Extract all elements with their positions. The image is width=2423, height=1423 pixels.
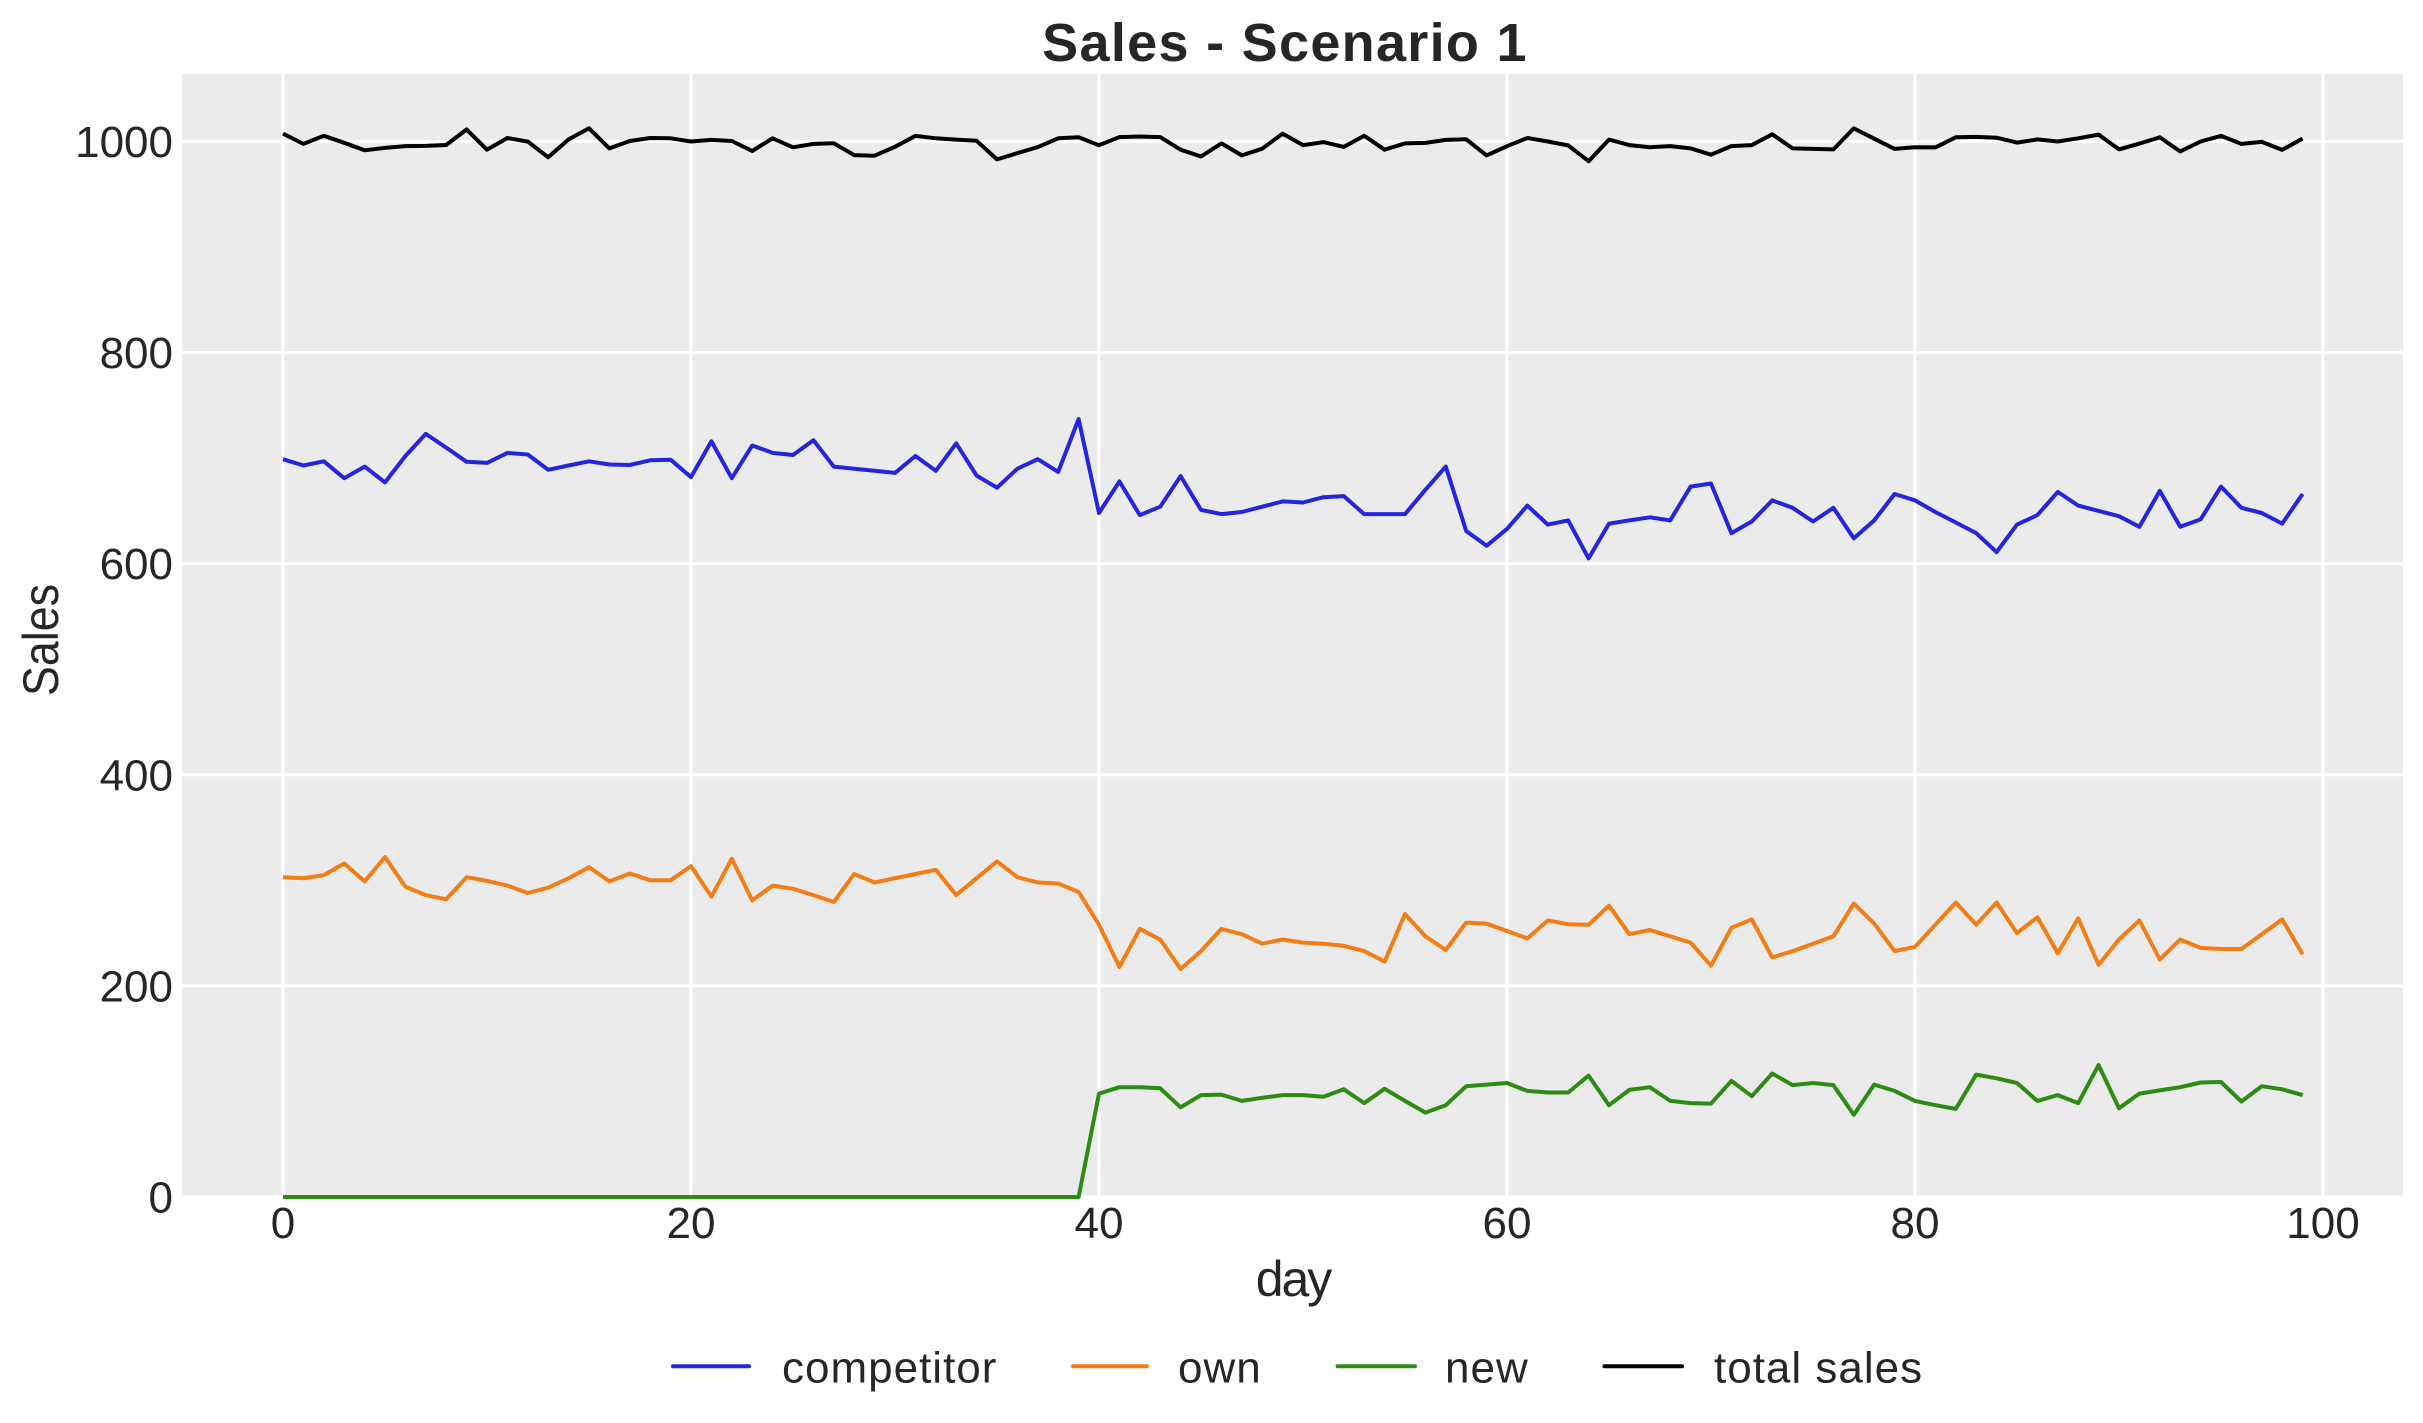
svg-text:own: own [1178, 1344, 1262, 1393]
svg-text:0: 0 [149, 1174, 173, 1223]
svg-text:20: 20 [667, 1199, 716, 1248]
svg-text:0: 0 [271, 1199, 295, 1248]
svg-text:80: 80 [1891, 1199, 1940, 1248]
svg-text:100: 100 [2286, 1199, 2359, 1248]
svg-text:800: 800 [100, 329, 173, 378]
svg-text:1000: 1000 [75, 118, 173, 167]
svg-text:600: 600 [100, 540, 173, 589]
svg-text:60: 60 [1483, 1199, 1532, 1248]
svg-text:40: 40 [1075, 1199, 1124, 1248]
svg-text:Sales - Scenario 1: Sales - Scenario 1 [1042, 13, 1528, 73]
svg-text:200: 200 [100, 962, 173, 1011]
svg-text:400: 400 [100, 751, 173, 800]
svg-text:new: new [1445, 1344, 1529, 1393]
svg-text:Sales: Sales [13, 584, 69, 696]
svg-text:total sales: total sales [1714, 1344, 1923, 1393]
svg-text:day: day [1256, 1251, 1333, 1307]
svg-text:competitor: competitor [782, 1344, 997, 1393]
